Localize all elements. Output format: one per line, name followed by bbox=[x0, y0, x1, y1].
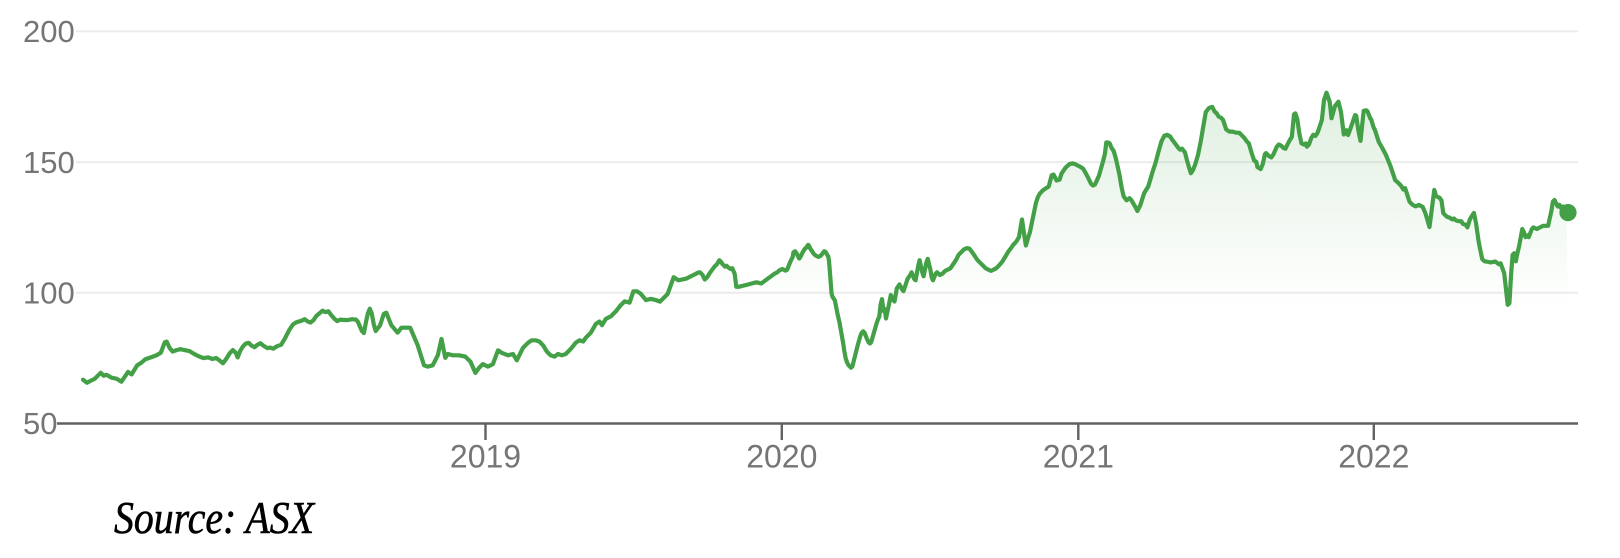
svg-text:2021: 2021 bbox=[1043, 439, 1114, 475]
svg-text:50: 50 bbox=[23, 406, 57, 441]
svg-text:2020: 2020 bbox=[746, 439, 817, 475]
svg-text:2022: 2022 bbox=[1338, 439, 1409, 475]
svg-text:100: 100 bbox=[23, 276, 75, 311]
svg-text:2019: 2019 bbox=[450, 439, 521, 475]
svg-text:150: 150 bbox=[23, 145, 75, 180]
svg-text:200: 200 bbox=[23, 14, 75, 49]
